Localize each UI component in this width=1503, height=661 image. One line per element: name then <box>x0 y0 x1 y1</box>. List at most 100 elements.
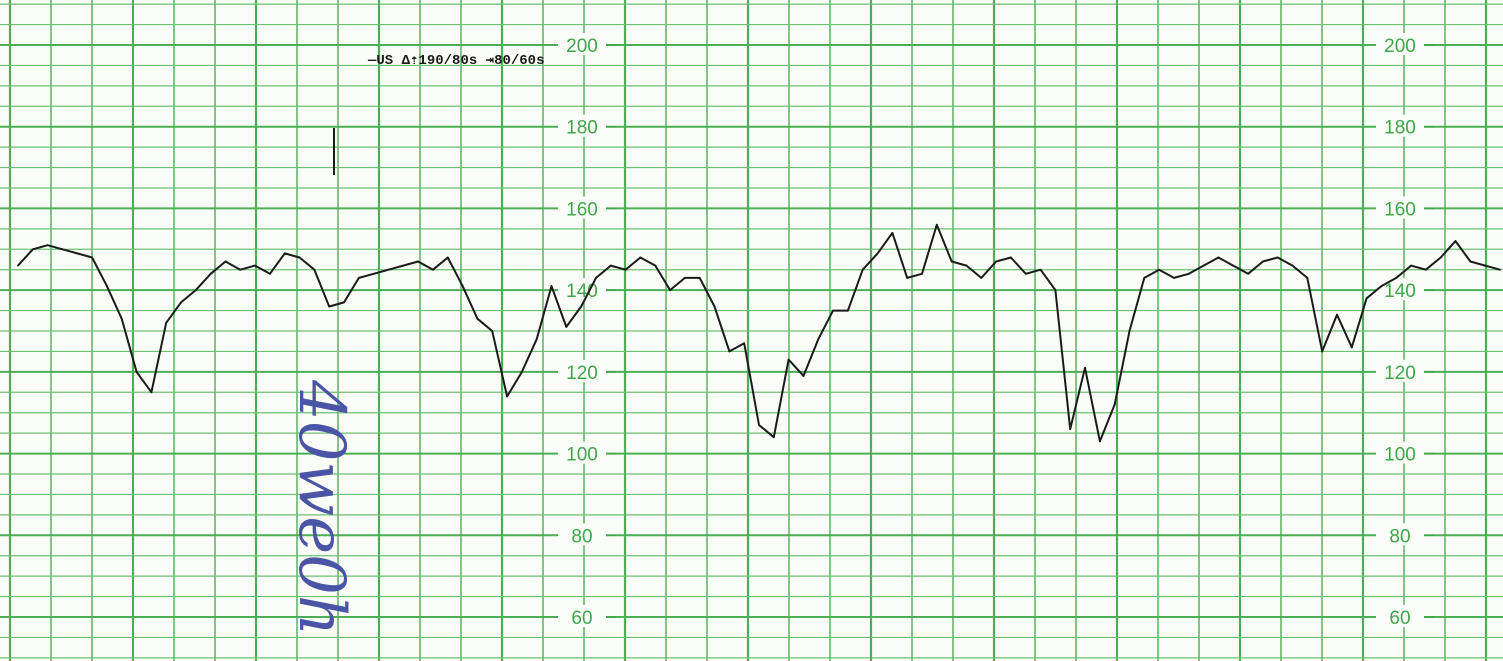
fhr-data-point <box>239 268 242 271</box>
y-tick-label: 160 <box>1384 199 1416 220</box>
y-tick-label: 120 <box>566 363 598 384</box>
fhr-data-point <box>906 276 909 279</box>
fhr-data-point <box>446 256 449 259</box>
fhr-data-point <box>298 256 301 259</box>
fhr-data-point <box>1113 403 1116 406</box>
fhr-data-point <box>1069 428 1072 430</box>
tick-label-bg <box>558 605 606 627</box>
fhr-data-point <box>1098 440 1101 443</box>
tick-label-bg <box>558 196 606 219</box>
fhr-data-point <box>669 289 671 292</box>
tick-label-bg <box>1376 278 1424 301</box>
fhr-data-point <box>165 321 168 324</box>
tick-label-bg <box>558 114 606 137</box>
fhr-data-point <box>713 305 716 308</box>
y-tick-label: 200 <box>566 36 598 57</box>
fhr-data-point <box>1232 264 1235 267</box>
fhr-data-point <box>46 244 49 247</box>
tick-label-bg <box>1376 33 1424 55</box>
fhr-data-point <box>654 264 657 267</box>
fhr-data-point <box>328 305 331 308</box>
fhr-data-point <box>1350 346 1353 349</box>
fhr-data-point <box>357 276 360 279</box>
fhr-data-point <box>580 305 583 308</box>
fhr-data-point <box>787 358 790 361</box>
tick-label-bg <box>558 441 606 464</box>
fhr-data-point <box>76 252 79 255</box>
tick-label-bg <box>558 359 606 382</box>
fhr-data-point <box>106 285 108 287</box>
y-tick-label: 200 <box>1384 36 1416 57</box>
fhr-data-point <box>1039 268 1042 271</box>
fhr-data-point <box>91 256 93 259</box>
fhr-data-point <box>684 276 686 279</box>
y-tick-label: 180 <box>1384 118 1416 139</box>
fhr-data-point <box>980 276 983 279</box>
fhr-data-point <box>372 272 375 275</box>
fhr-data-point <box>965 264 968 267</box>
fhr-data-point <box>461 285 464 287</box>
y-tick-label: 160 <box>566 199 598 220</box>
fhr-data-point <box>1261 260 1264 263</box>
fhr-data-point <box>1321 350 1324 353</box>
fhr-data-point <box>1202 264 1205 267</box>
fhr-data-point <box>1469 260 1472 263</box>
fhr-data-point <box>1291 264 1294 267</box>
fhr-data-point <box>1173 276 1175 279</box>
fhr-data-point <box>180 301 182 304</box>
fhr-data-point <box>313 268 316 271</box>
tick-label-bg <box>1376 114 1424 137</box>
fhr-data-point <box>402 264 405 267</box>
fhr-data-point <box>1365 297 1368 300</box>
fhr-data-point <box>921 272 923 275</box>
y-tick-label: 140 <box>1384 281 1416 302</box>
y-tick-label: 80 <box>1389 526 1410 547</box>
fhr-data-point <box>1247 272 1249 275</box>
fhr-data-point <box>1439 256 1442 259</box>
fhr-data-point <box>728 350 731 353</box>
fhr-data-point <box>609 264 612 267</box>
fhr-data-point <box>876 252 879 255</box>
fhr-data-point <box>595 276 597 279</box>
fhr-data-point <box>1380 285 1383 287</box>
fhr-data-point <box>1499 268 1501 271</box>
y-tick-label: 60 <box>1389 608 1410 629</box>
fhr-data-point <box>935 223 938 226</box>
fhr-data-point <box>269 272 271 275</box>
fhr-data-point <box>476 317 479 320</box>
fhr-data-point <box>743 342 746 345</box>
fhr-data-point <box>995 260 998 263</box>
fhr-data-point <box>1484 264 1487 267</box>
fhr-data-point <box>772 436 775 439</box>
y-tick-label: 100 <box>1384 445 1416 466</box>
fhr-data-point <box>1395 276 1398 279</box>
tick-label-bg <box>1376 523 1424 546</box>
fhr-data-point <box>224 260 227 263</box>
tick-label-bg <box>558 33 606 55</box>
fhr-data-point <box>550 285 553 287</box>
fhr-data-point <box>758 424 760 426</box>
fhr-data-point <box>698 276 701 279</box>
fhr-data-point <box>1425 268 1427 271</box>
fhr-data-point <box>1217 256 1220 259</box>
fhr-data-point <box>1024 272 1027 275</box>
tick-label-bg <box>558 523 606 546</box>
fetal-heart-rate-trace <box>17 223 1501 443</box>
y-tick-label: 120 <box>1384 363 1416 384</box>
fhr-data-point <box>1143 276 1146 279</box>
fhr-data-point <box>1054 289 1057 292</box>
fhr-data-point <box>194 289 197 292</box>
fhr-data-point <box>417 260 420 263</box>
fhr-data-point <box>565 326 568 328</box>
fhr-data-point <box>31 248 34 251</box>
y-tick-label: 100 <box>566 445 598 466</box>
fhr-data-point <box>624 268 627 271</box>
fhr-data-point <box>120 317 123 320</box>
fhr-data-point <box>491 330 494 332</box>
tick-label-bg <box>1376 196 1424 219</box>
fhr-data-point <box>17 264 19 267</box>
fhr-data-point <box>802 375 805 377</box>
fhr-data-point <box>535 338 538 341</box>
